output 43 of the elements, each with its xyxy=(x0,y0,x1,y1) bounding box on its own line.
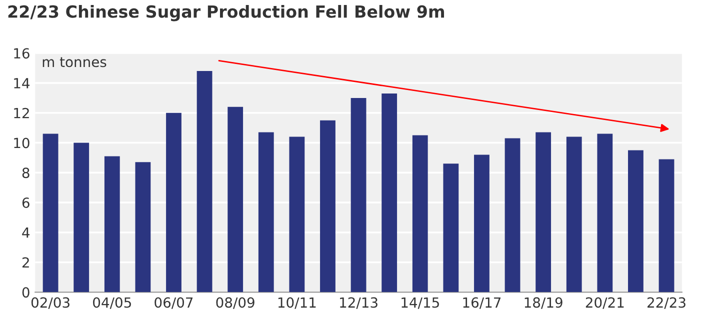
x-tick-label: 08/09 xyxy=(216,297,254,309)
y-tick-label: 6 xyxy=(22,197,30,208)
chart-title: 22/23 Chinese Sugar Production Fell Below 9m xyxy=(8,4,444,22)
bar xyxy=(196,71,212,292)
bar xyxy=(320,120,336,292)
x-tick-label: 04/05 xyxy=(93,297,131,309)
bar xyxy=(166,112,182,292)
bar xyxy=(104,156,120,292)
y-tick-label: 2 xyxy=(22,257,29,268)
x-tick-label: 20/21 xyxy=(586,297,624,309)
bar xyxy=(412,135,428,292)
x-tick-label: 12/13 xyxy=(340,297,378,309)
bar xyxy=(504,138,520,292)
y-tick-label: 12 xyxy=(14,108,29,118)
x-tick-label: 06/07 xyxy=(154,297,193,309)
y-tick-label: 16 xyxy=(14,48,30,59)
y-tick-label: 4 xyxy=(22,228,30,238)
bar xyxy=(289,136,305,292)
x-tick-label: 10/11 xyxy=(278,297,316,309)
bar xyxy=(42,134,58,292)
bar xyxy=(228,106,244,292)
bar xyxy=(74,142,90,292)
bar xyxy=(597,134,613,292)
bar xyxy=(443,164,459,292)
y-tick-label: 8 xyxy=(22,168,30,178)
bar xyxy=(628,150,644,292)
bar xyxy=(382,93,398,292)
y-tick-label: 14 xyxy=(14,78,30,88)
bar xyxy=(135,162,151,292)
x-tick-label: 22/23 xyxy=(648,297,686,309)
y-tick-label: 10 xyxy=(14,138,30,148)
x-tick-label: 18/19 xyxy=(524,297,562,309)
bar xyxy=(350,98,366,292)
bar xyxy=(474,154,490,292)
x-tick-label: 14/15 xyxy=(402,297,439,309)
y-tick-label: 0 xyxy=(22,287,30,298)
bar xyxy=(658,159,674,292)
bar xyxy=(536,132,552,292)
x-tick-label: 02/03 xyxy=(31,297,70,309)
bar xyxy=(566,136,582,292)
x-tick-label: 16/17 xyxy=(463,297,501,309)
bar xyxy=(258,132,274,292)
y-axis-title: m tonnes xyxy=(42,57,106,68)
